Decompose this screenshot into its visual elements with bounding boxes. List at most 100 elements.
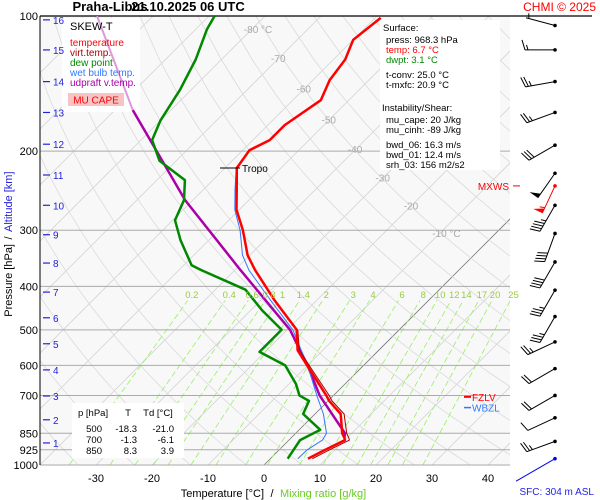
wind-barb [520,415,557,431]
altitude-tick-label: 12 [53,140,65,151]
mu-cape-label: MU CAPE [73,96,119,107]
wind-barb [529,203,557,232]
surface-dwpt: dwpt: 3.1 °C [386,55,438,66]
surface-title: Surface: [383,23,418,34]
dry-adiabat [517,16,600,475]
dry-adiabat [110,16,510,456]
mixing-ratio-line [402,300,493,465]
altitude-tick-label: 13 [53,108,65,119]
surface-elevation: SFC: 304 m ASL [520,487,595,498]
barb-feather [521,152,530,161]
table-header-td: Td [°C] [143,408,173,419]
pressure-tick-label: 200 [20,146,38,158]
wind-barb [534,231,557,263]
wind-barb [521,143,557,161]
mu-cape-swatch [68,93,124,106]
x-tick-label: 40 [482,473,494,485]
table-cell: -21.0 [152,424,174,435]
table-header-p: p [hPa] [78,408,108,419]
x-tick-label: -30 [88,473,104,485]
tropo-label: Tropo [242,164,268,175]
dry-adiabat [255,16,510,289]
x-axis-separator: / [270,488,274,500]
barb-staff [544,233,556,262]
barb-feather [529,228,541,232]
wind-barb [529,314,557,343]
datetime-title: 21.10.2025 06 UTC [131,0,245,14]
mixing-ratio-line [167,300,280,465]
barb-staff [525,81,556,88]
isotherm-line [431,386,510,465]
wind-barb [515,456,557,482]
barb-feather [535,257,546,260]
t-mxfc: t-mxfc: 20.9 °C [386,80,449,91]
bwd-01: bwd_01: 12.4 m/s [386,150,461,161]
table-cell: 8.3 [124,446,137,457]
isotherm-label: -60 [297,84,312,95]
table-cell: -18.3 [115,424,137,435]
altitude-tick-label: 8 [53,259,59,270]
station-title: Praha-Libus [72,0,147,14]
mixing-ratio-line [299,300,399,465]
mixing-ratio-label: 6 [399,290,404,301]
pressure-tick-label: 400 [20,281,38,293]
series-temperature [235,16,382,460]
barb-feather [526,149,535,158]
altitude-tick-label: 6 [53,314,59,325]
dry-adiabat [575,16,600,475]
altitude-tick-label: 16 [53,16,65,27]
wind-barb [520,76,557,88]
barb-half-feather [539,306,545,309]
y-axis-title: Pressure [hPa] / Altitude [km] [3,171,15,316]
mixing-ratio-label: 1 [280,290,285,301]
mixing-ratio-line [341,300,438,465]
level-table: p [hPa] T Td [°C] 500 -18.3 -21.0 700 -1… [78,408,174,457]
altitude-tick-label: 11 [53,171,64,182]
legend-wet-bulb: wet bulb temp. [69,68,135,79]
barb-feather [521,39,526,51]
mixing-ratio-label: 0.8 [263,290,276,301]
x-tick-label: 30 [426,473,438,485]
mixing-ratio-line [153,300,266,465]
isotherm-label: -30 [375,174,390,185]
barb-feather [529,339,541,343]
mixing-ratio-line [109,300,226,465]
wind-barb [520,439,557,453]
barb-staff [528,368,556,385]
wind-barb [529,171,557,199]
level-markers: Tropo FZLV WBZL MXWS [220,164,520,415]
barb-feather [532,223,544,227]
series-udpraft-v-temp-above [96,16,134,111]
isotherm-line [319,274,510,465]
y-axis-title-pressure: Pressure [hPa] [3,244,15,317]
series-dew-point [150,16,322,460]
mixing-ratio-line [245,300,350,465]
mixing-ratio-line [267,300,370,465]
pressure-tick-label: 700 [20,390,38,402]
pressure-tick-label: 100 [20,11,38,23]
wind-barb [525,13,557,28]
table-cell: -6.1 [158,435,174,446]
legend-temperature: temperature [70,38,124,49]
mixing-ratio-line [356,300,452,465]
series-virt-temp [297,329,350,460]
mixing-ratio-label: 0.4 [223,290,236,301]
mixing-ratio-label: 3 [351,290,356,301]
altitude-tick-label: 1 [53,439,59,450]
mixing-ratio-line [422,300,510,465]
pressure-tick-label: 850 [20,428,38,440]
altitude-tick-label: 5 [53,340,59,351]
mu-cinh: mu_cinh: -89 J/kg [386,125,461,136]
barb-feather [523,76,529,87]
y-axis-title-altitude: Altitude [km] [3,171,15,232]
pressure-tick-label: 300 [20,225,38,237]
barb-feather [523,401,532,410]
barb-staff [527,417,556,431]
barb-feather [520,422,529,431]
isotherm-line [40,16,378,354]
legend-dew-point: dew point [70,58,113,69]
barb-feather [520,346,529,355]
mixing-ratio-line [68,300,189,465]
altitude-tick-label: 3 [53,392,59,403]
mixing-ratio-label: 25 [508,290,519,301]
